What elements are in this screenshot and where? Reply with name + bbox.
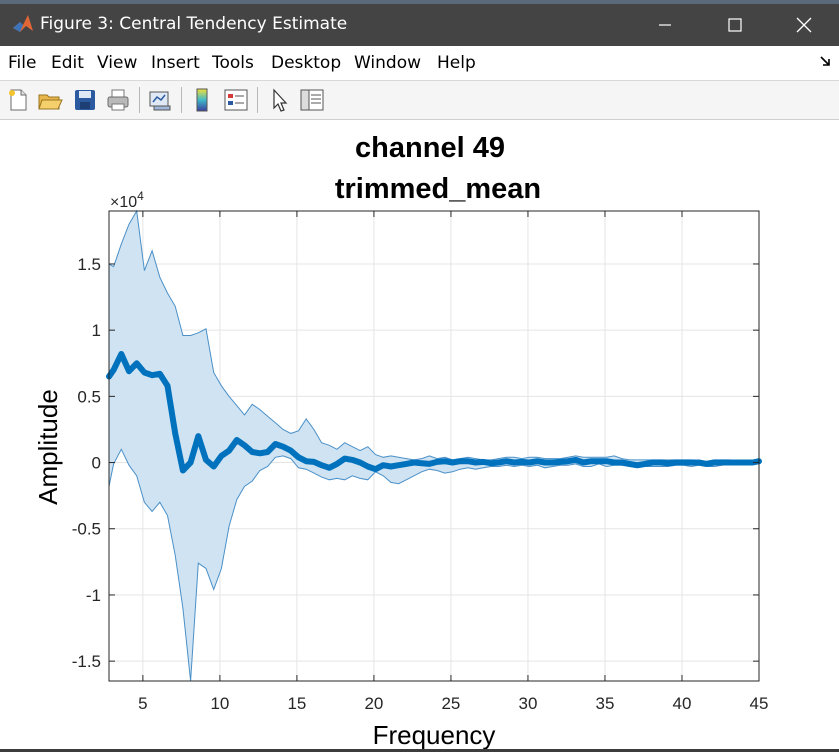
figure-canvas: 5 10 15 20 25 30 35 40 45 -1.5 -1 -0.5 0 0.5 1 1.5 chan… [0,120,839,752]
title-bar: Figure 3: Central Tendency Estimate [0,0,839,46]
toolbar-separator [181,87,182,113]
maximize-button[interactable] [700,4,770,46]
plot-area: 5 10 15 20 25 30 35 40 45 -1.5 -1 -0.5 0 0.5 1 1.5 chan… [33,132,769,750]
close-icon [796,17,812,33]
close-button[interactable] [769,4,839,46]
save-icon[interactable] [72,87,98,113]
menu-bar: File Edit View Insert Tools Desktop Wind… [0,46,839,81]
maximize-icon [728,18,742,32]
y-tick-label: 0 [92,454,101,473]
property-inspector-icon[interactable] [299,87,325,113]
axes-box [108,210,760,682]
new-figure-icon[interactable] [5,87,31,113]
x-tick-label: 25 [441,694,460,713]
x-axis-label: Frequency [373,720,496,750]
x-tick-label: 30 [518,694,537,713]
y-tick-label: -1.5 [72,652,101,671]
y-exponent-base: ×10 [110,194,137,211]
chart-title: channel 49 [355,132,505,164]
open-file-icon[interactable] [37,87,63,113]
menu-help[interactable]: Help [437,53,476,73]
x-tick-label: 35 [596,694,615,713]
menu-desktop[interactable]: Desktop [271,53,342,73]
menu-view[interactable]: View [97,53,138,73]
y-exponent-label: ×104 [110,189,144,211]
toolbar-separator [139,87,140,113]
x-tick-label: 20 [364,694,383,713]
x-tick-label: 40 [673,694,692,713]
menu-file[interactable]: File [8,53,37,73]
y-exponent-power: 4 [137,189,144,203]
x-tick-label: 10 [210,694,229,713]
pointer-icon[interactable] [267,87,293,113]
menu-insert[interactable]: Insert [151,53,200,73]
toolbar [0,81,839,120]
grid-layer [109,211,759,681]
y-axis-label: Amplitude [33,389,63,505]
axes-layer: 5 10 15 20 25 30 35 40 45 -1.5 -1 -0.5 0 0.5 1 1.5 [72,210,769,713]
minimize-button[interactable] [630,4,700,46]
y-tick-label: 1.5 [77,255,101,274]
y-tick-label: 1 [92,321,101,340]
colorbar-icon[interactable] [189,87,215,113]
x-tick-label: 15 [287,694,306,713]
menu-tools[interactable]: Tools [212,53,254,73]
matlab-icon [13,15,33,32]
y-tick-label: 0.5 [77,387,101,406]
y-tick-label: -1 [86,586,101,605]
series-line [106,351,762,474]
menu-edit[interactable]: Edit [51,53,84,73]
x-tick-label: 45 [750,694,769,713]
taskbar-strip [0,0,839,4]
minimize-icon [659,24,671,26]
window-bottom-border [0,749,839,752]
legend-icon[interactable] [223,87,249,113]
print-icon[interactable] [105,87,131,113]
toolbar-separator [257,87,258,113]
menu-window[interactable]: Window [354,53,422,73]
band-lower-edge [108,448,760,682]
link-plot-icon[interactable] [147,87,173,113]
window-title: Figure 3: Central Tendency Estimate [40,14,348,34]
chart-subtitle: trimmed_mean [335,173,541,205]
dock-arrow-icon[interactable] [819,54,833,68]
y-tick-label: -0.5 [72,520,101,539]
line-layer [106,351,762,474]
x-tick-label: 5 [138,694,147,713]
confidence-band [109,211,759,681]
